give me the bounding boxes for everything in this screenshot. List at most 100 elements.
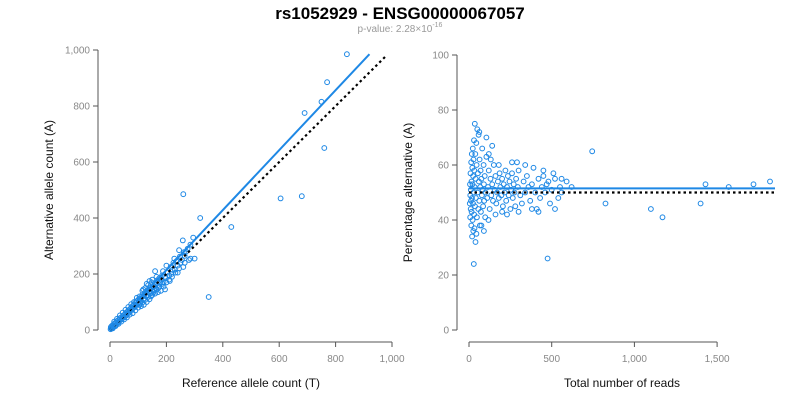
data-point [117, 312, 123, 319]
data-point [505, 173, 511, 179]
x-tick-label: 200 [158, 354, 175, 365]
data-point [512, 203, 519, 210]
data-point [525, 184, 532, 190]
data-point [479, 145, 486, 152]
data-point [497, 184, 504, 190]
data-point [470, 261, 477, 267]
data-point [477, 167, 484, 174]
data-point [187, 241, 194, 248]
data-point [530, 164, 537, 171]
data-point [480, 162, 487, 168]
y-tick-label: 800 [73, 102, 90, 113]
data-point [470, 228, 477, 234]
x-tick-label: 0 [466, 354, 472, 365]
data-point [515, 208, 522, 215]
y-tick-label: 80 [438, 106, 450, 117]
data-point [485, 217, 492, 223]
data-point [468, 159, 475, 166]
data-point [535, 175, 542, 182]
data-point [535, 208, 542, 215]
data-point [467, 170, 474, 177]
data-point [490, 197, 496, 204]
data-point [159, 280, 166, 287]
data-point [568, 184, 575, 190]
data-point [725, 184, 732, 190]
data-point [481, 228, 487, 234]
data-point [468, 151, 475, 157]
data-point [499, 208, 506, 215]
data-point [179, 237, 186, 244]
data-point [485, 167, 492, 174]
x-tick-label: 1,000 [379, 354, 404, 365]
data-point [324, 79, 331, 86]
data-point [503, 197, 510, 204]
x-tick-label: 1,500 [705, 354, 730, 365]
x-tick-label: 800 [327, 354, 344, 365]
subtitle-prefix: p-value: 2.28×10 [357, 24, 433, 35]
data-point [181, 259, 188, 266]
data-point [485, 151, 492, 157]
data-point [540, 173, 547, 179]
data-point [162, 286, 168, 293]
data-point [767, 178, 773, 185]
data-point [524, 173, 530, 179]
data-point [500, 203, 506, 210]
data-point [473, 162, 480, 168]
data-point [476, 197, 483, 204]
data-point [543, 181, 550, 188]
y-tick-label: 40 [438, 216, 450, 227]
data-point [504, 211, 510, 218]
data-point [490, 162, 497, 168]
data-point [540, 167, 547, 174]
data-point [589, 148, 596, 155]
data-point [514, 159, 520, 166]
data-point [205, 294, 212, 300]
y-tick-label: 20 [438, 271, 450, 282]
data-point [544, 255, 551, 262]
scatter-panel-percentage: 0 500 1,000 1,500 0 20 40 60 80 100 Total number o… [401, 51, 775, 390]
data-point [496, 170, 503, 177]
y-tick-label: 60 [438, 161, 450, 172]
data-point [517, 192, 524, 199]
page-title: rs1052929 - ENSG00000067057 [275, 4, 525, 23]
data-point [489, 142, 496, 149]
data-point [509, 159, 515, 166]
data-point [139, 287, 146, 294]
data-point [509, 195, 516, 201]
data-point [469, 164, 476, 171]
data-point [532, 189, 539, 196]
data-point [510, 181, 517, 188]
data-point [557, 184, 563, 190]
x-axis-title: Total number of reads [564, 376, 680, 390]
data-point [492, 173, 499, 179]
data-point [558, 175, 565, 182]
data-point [509, 170, 515, 177]
data-point [484, 195, 491, 201]
data-point [475, 131, 482, 138]
data-point [481, 181, 487, 188]
data-point [152, 268, 159, 275]
data-point [166, 278, 173, 284]
y-axis-title: Alternative allele count (A) [42, 120, 56, 260]
data-point [481, 173, 488, 179]
data-point [485, 184, 491, 190]
data-point [197, 215, 204, 221]
y-tick-label: 1,000 [65, 46, 90, 57]
data-point [468, 208, 475, 215]
data-point [483, 134, 490, 141]
y-tick-label: 600 [73, 158, 90, 169]
data-point [344, 51, 350, 58]
data-point [475, 170, 481, 177]
data-point [750, 181, 757, 188]
data-point [298, 193, 305, 200]
data-point [149, 276, 156, 283]
data-point [472, 151, 479, 157]
data-point [522, 189, 529, 196]
data-point [487, 156, 494, 163]
data-point [468, 197, 474, 204]
data-point [163, 262, 170, 269]
data-point [187, 255, 194, 262]
y-tick-label: 200 [73, 270, 90, 281]
chart-subtitle: p-value: 2.28×10-16 [0, 22, 800, 35]
